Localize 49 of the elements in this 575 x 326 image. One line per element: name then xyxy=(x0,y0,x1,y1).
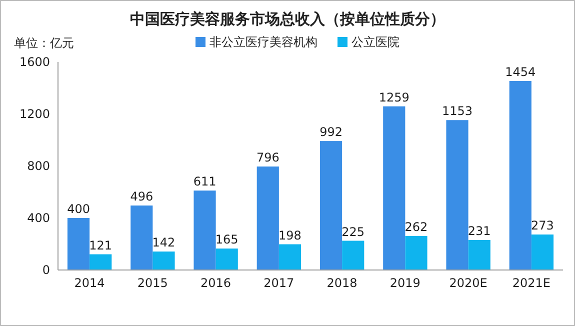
bar xyxy=(531,234,554,270)
y-axis-title: 单位：亿元 xyxy=(14,36,74,50)
x-tick-label: 2021E xyxy=(512,276,550,290)
bar xyxy=(152,252,175,270)
data-label: 121 xyxy=(89,238,112,252)
y-tick-label: 1600 xyxy=(19,55,50,69)
bar xyxy=(130,206,153,270)
bar xyxy=(468,240,490,270)
bar xyxy=(194,190,216,270)
x-tick-label: 2019 xyxy=(390,276,420,290)
data-label: 796 xyxy=(256,150,280,165)
bar xyxy=(216,248,238,270)
data-label: 496 xyxy=(130,190,154,204)
bar xyxy=(278,244,302,270)
bar xyxy=(509,80,532,270)
y-tick-label: 1200 xyxy=(19,107,50,121)
bar xyxy=(383,106,406,270)
data-label: 1259 xyxy=(378,90,410,104)
legend-label: 非公立医疗美容机构 xyxy=(210,35,318,49)
y-tick-label: 0 xyxy=(42,263,50,277)
data-label: 165 xyxy=(215,232,238,247)
x-tick-label: 2016 xyxy=(200,276,232,290)
x-tick-label: 2020E xyxy=(449,276,488,290)
bar xyxy=(256,166,279,270)
data-label: 198 xyxy=(278,228,302,242)
y-tick-label: 800 xyxy=(27,159,50,173)
data-label: 611 xyxy=(193,174,216,189)
bar xyxy=(405,236,428,270)
x-tick-label: 2015 xyxy=(137,276,168,290)
bar xyxy=(446,120,468,270)
bar xyxy=(320,141,342,270)
legend-label: 公立医院 xyxy=(352,35,400,49)
data-label: 273 xyxy=(531,218,554,233)
x-tick-label: 2017 xyxy=(264,276,294,290)
data-label: 1153 xyxy=(442,104,473,118)
data-label: 992 xyxy=(320,125,342,140)
chart-title: 中国医疗美容服务市场总收入（按单位性质分） xyxy=(130,10,445,28)
data-label: 142 xyxy=(152,236,176,250)
bar xyxy=(67,218,90,270)
x-tick-label: 2014 xyxy=(74,276,105,290)
data-label: 231 xyxy=(468,224,491,238)
data-label: 262 xyxy=(404,220,428,234)
data-label: 400 xyxy=(67,202,90,216)
y-tick-label: 400 xyxy=(27,211,50,225)
data-label: 1454 xyxy=(505,64,536,79)
bar xyxy=(90,254,112,270)
bar xyxy=(342,240,364,270)
x-tick-label: 2018 xyxy=(326,276,358,290)
data-label: 225 xyxy=(342,224,365,239)
